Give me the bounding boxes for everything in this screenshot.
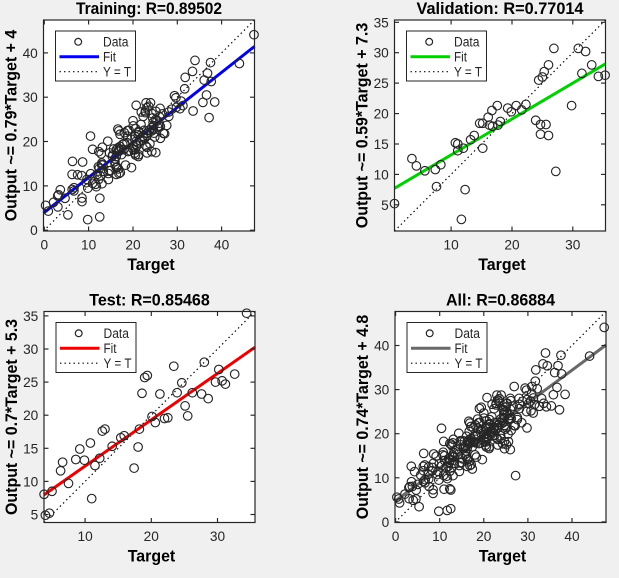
svg-text:Target: Target [478, 256, 526, 274]
svg-text:40: 40 [214, 238, 230, 253]
svg-text:0: 0 [30, 223, 38, 238]
svg-text:Data: Data [103, 35, 129, 50]
svg-text:0: 0 [40, 238, 48, 253]
svg-text:Data: Data [455, 326, 481, 341]
svg-text:10: 10 [432, 529, 448, 544]
svg-text:20: 20 [125, 238, 141, 253]
svg-text:Y = T: Y = T [454, 65, 482, 80]
svg-text:30: 30 [374, 46, 390, 61]
svg-text:30: 30 [210, 529, 226, 544]
svg-text:Training: R=0.89502: Training: R=0.89502 [76, 0, 222, 18]
svg-text:5: 5 [381, 198, 389, 213]
svg-text:35: 35 [374, 15, 390, 30]
svg-text:30: 30 [520, 529, 536, 544]
svg-text:Validation: R=0.77014: Validation: R=0.77014 [417, 0, 585, 18]
svg-text:0: 0 [392, 529, 400, 544]
svg-text:30: 30 [170, 238, 186, 253]
svg-text:40: 40 [374, 339, 390, 354]
svg-text:40: 40 [564, 529, 580, 544]
svg-text:Fit: Fit [103, 50, 116, 65]
svg-text:Y = T: Y = T [455, 356, 483, 371]
svg-text:Target: Target [127, 256, 175, 274]
svg-text:25: 25 [374, 76, 390, 91]
svg-text:Output ~= 0.74*Target + 4.8: Output ~= 0.74*Target + 4.8 [354, 315, 372, 520]
svg-text:20: 20 [374, 107, 390, 122]
svg-text:25: 25 [23, 375, 39, 390]
svg-text:All: R=0.86884: All: R=0.86884 [446, 291, 556, 309]
svg-text:15: 15 [23, 441, 39, 456]
svg-text:Test: R=0.85468: Test: R=0.85468 [89, 291, 210, 309]
svg-text:20: 20 [23, 408, 39, 423]
svg-text:Fit: Fit [104, 341, 117, 356]
svg-text:20: 20 [23, 135, 39, 150]
svg-text:20: 20 [476, 529, 492, 544]
svg-text:10: 10 [443, 238, 459, 253]
svg-text:Fit: Fit [454, 50, 467, 65]
svg-text:Data: Data [454, 35, 480, 50]
svg-text:40: 40 [23, 46, 39, 61]
svg-text:20: 20 [374, 427, 390, 442]
svg-text:10: 10 [23, 179, 39, 194]
svg-text:Target: Target [128, 548, 176, 566]
svg-text:30: 30 [565, 238, 581, 253]
svg-text:10: 10 [374, 471, 390, 486]
svg-text:Output ~= 0.59*Target + 7.3: Output ~= 0.59*Target + 7.3 [354, 23, 372, 229]
svg-text:30: 30 [374, 383, 390, 398]
svg-text:Fit: Fit [455, 341, 468, 356]
svg-text:Output ~= 0.79*Target + 4: Output ~= 0.79*Target + 4 [3, 29, 21, 221]
svg-text:Output ~= 0.7*Target + 5.3: Output ~= 0.7*Target + 5.3 [3, 319, 21, 515]
svg-text:5: 5 [31, 508, 39, 523]
svg-text:Y = T: Y = T [103, 65, 131, 80]
svg-text:Data: Data [104, 326, 130, 341]
svg-text:20: 20 [144, 529, 160, 544]
svg-text:35: 35 [23, 309, 39, 324]
svg-text:30: 30 [23, 342, 39, 357]
svg-text:Y = T: Y = T [104, 356, 132, 371]
svg-text:15: 15 [374, 137, 390, 152]
svg-text:10: 10 [77, 529, 93, 544]
svg-text:10: 10 [81, 238, 97, 253]
svg-text:10: 10 [23, 474, 39, 489]
svg-text:0: 0 [382, 515, 390, 530]
svg-text:20: 20 [504, 238, 520, 253]
svg-text:30: 30 [23, 90, 39, 105]
svg-text:10: 10 [374, 167, 390, 182]
svg-text:Target: Target [479, 548, 527, 566]
